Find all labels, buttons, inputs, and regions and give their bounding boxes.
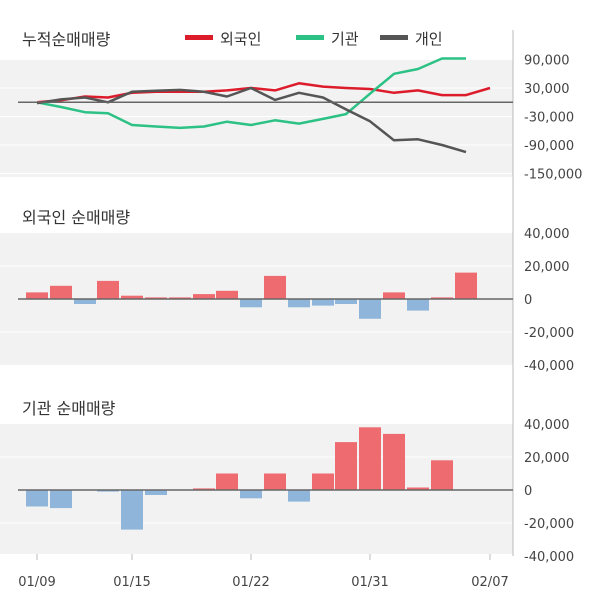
bar: [407, 299, 429, 311]
bar: [359, 427, 381, 490]
legend: 외국인 기관 개인: [185, 30, 443, 48]
foreign-cumulative-line: [36, 82, 491, 104]
y-tick-label: 20,000: [524, 260, 570, 275]
y-tick-label: 20,000: [524, 451, 570, 466]
bar: [193, 294, 215, 300]
bar: [383, 433, 405, 490]
bar: [50, 490, 72, 509]
x-tick-label: 01/09: [18, 575, 55, 590]
legend-swatch-institution: [296, 35, 324, 40]
bar: [288, 299, 310, 308]
bar: [97, 490, 119, 492]
bar: [455, 272, 477, 299]
y-tick-label: 90,000: [524, 54, 570, 69]
bar: [193, 488, 215, 490]
bar: [26, 292, 48, 299]
bar: [26, 490, 48, 507]
panel-1-title: 누적순매매량: [22, 30, 111, 49]
y-tick-label: -40,000: [524, 550, 574, 565]
bar: [288, 490, 310, 502]
legend-label-institution: 기관: [331, 30, 359, 48]
legend-label-foreign: 외국인: [220, 30, 261, 48]
bar: [264, 275, 286, 299]
y-tick-label: 0: [524, 484, 532, 499]
bar: [240, 490, 262, 499]
y-tick-label: 30,000: [524, 82, 570, 97]
bar: [359, 299, 381, 319]
bar: [97, 280, 119, 299]
y-tick-label: 40,000: [524, 418, 570, 433]
bar: [145, 490, 167, 495]
bar: [145, 297, 167, 299]
bar: [312, 473, 334, 490]
bar: [216, 290, 238, 300]
bar: [407, 487, 429, 490]
bar: [169, 297, 191, 299]
y-tick-label: -30,000: [524, 111, 574, 126]
legend-swatch-foreign: [185, 35, 213, 40]
bar: [216, 473, 238, 490]
y-tick-label: -20,000: [524, 326, 574, 341]
zero-lines: [18, 101, 513, 491]
y-tick-label: -150,000: [524, 168, 582, 183]
bar: [50, 285, 72, 299]
panel-1-background: [0, 60, 513, 177]
bar: [335, 442, 357, 490]
legend-label-individual: 개인: [415, 30, 443, 48]
x-tick-label: 01/15: [113, 575, 150, 590]
x-tick-labels: 01/09 01/15 01/22 01/31 02/07: [18, 554, 509, 590]
x-tick-label: 01/31: [351, 575, 388, 590]
y-tick-label: -90,000: [524, 139, 574, 154]
y-tick-label: -20,000: [524, 517, 574, 532]
grid-layer: [0, 87, 513, 524]
y-tick-label: 40,000: [524, 227, 570, 242]
x-tick-label: 02/07: [471, 575, 508, 590]
institution-bars: [26, 427, 453, 530]
bar: [383, 292, 405, 299]
legend-swatch-individual: [380, 35, 408, 40]
bar: [121, 490, 143, 530]
y-tick-label: 0: [524, 293, 532, 308]
bar: [335, 299, 357, 304]
foreign-bars: [26, 272, 477, 319]
institution-cumulative-line: [36, 57, 466, 130]
panel-2-title: 외국인 순매매량: [22, 208, 130, 227]
bar: [264, 473, 286, 490]
x-tick-label: 01/22: [232, 575, 269, 590]
y-tick-labels: 90,000 30,000 -30,000 -90,000 -150,000 40,000…: [524, 54, 582, 566]
y-tick-label: -40,000: [524, 359, 574, 374]
panel-3-title: 기관 순매매량: [22, 399, 116, 418]
bar: [74, 299, 96, 304]
bar: [431, 297, 453, 299]
bar: [431, 460, 453, 490]
bar: [240, 299, 262, 308]
bar: [121, 295, 143, 299]
bar: [312, 299, 334, 306]
